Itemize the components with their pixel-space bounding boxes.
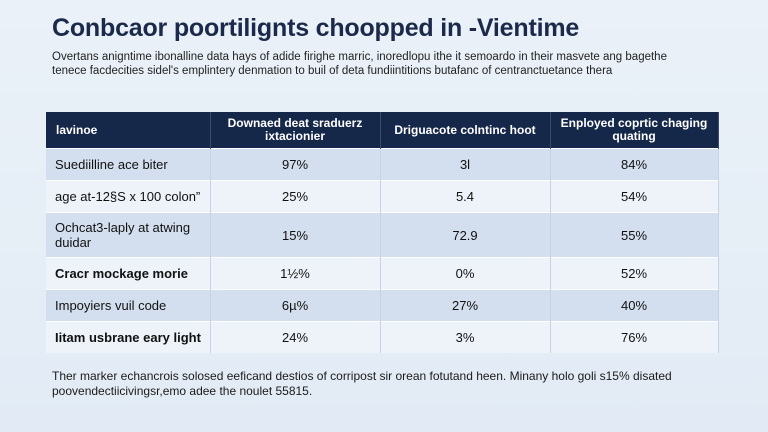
row-label: age at-12§S x 100 colon” (46, 180, 211, 213)
table-row: Cracr mockage morie 1½% 0% 52% (46, 257, 719, 290)
table-cell: 3% (380, 321, 551, 353)
table-cell: 84% (550, 148, 719, 181)
table-cell: 76% (550, 321, 719, 353)
row-label: Cracr mockage morie (46, 257, 211, 290)
table-cell: 72.9 (380, 212, 551, 258)
table-row: Suediilline ace biter 97% 3l 84% (46, 148, 719, 181)
table-row: Impoyiers vuil code 6µ% 27% 40% (46, 289, 719, 322)
table-cell: 5.4 (380, 180, 551, 213)
table-row: age at-12§S x 100 colon” 25% 5.4 54% (46, 180, 719, 213)
intro-text: Overtans anigntime ibonalline data hays … (52, 51, 667, 77)
table-cell: 24% (210, 321, 381, 353)
table-cell: 15% (210, 212, 381, 258)
column-header: lavinoe (46, 112, 211, 149)
column-header: Driguacote colntinc hoot (380, 112, 551, 149)
table-row: Ochcat3-laply at atwing duidar 15% 72.9 … (46, 212, 719, 258)
table-cell: 54% (550, 180, 719, 213)
row-label: Ochcat3-laply at atwing duidar (46, 212, 211, 258)
row-label: Suediilline ace biter (46, 148, 211, 181)
table-cell: 25% (210, 180, 381, 213)
table-header-row: lavinoe Downaed deat sraduerz ixtacionie… (46, 112, 719, 149)
table-cell: 55% (550, 212, 719, 258)
column-header: Downaed deat sraduerz ixtacionier (210, 112, 381, 149)
table-cell: 40% (550, 289, 719, 322)
table-cell: 6µ% (210, 289, 381, 322)
table-cell: 52% (550, 257, 719, 290)
row-label: Impoyiers vuil code (46, 289, 211, 322)
row-label: Iitam usbrane eary light (46, 321, 211, 353)
page-title: Conbcaor poortilignts choopped in ‑Vient… (52, 14, 580, 42)
column-header: Enployed coprtic chaging quating (550, 112, 719, 149)
table-row: Iitam usbrane eary light 24% 3% 76% (46, 321, 719, 353)
table-cell: 97% (210, 148, 381, 181)
comparison-table: lavinoe Downaed deat sraduerz ixtacionie… (46, 112, 719, 353)
table-cell: 0% (380, 257, 551, 290)
footnote-text: Ther marker echancrois solosed eeficand … (52, 369, 672, 398)
table-cell: 1½% (210, 257, 381, 290)
table-cell: 27% (380, 289, 551, 322)
table-cell: 3l (380, 148, 551, 181)
